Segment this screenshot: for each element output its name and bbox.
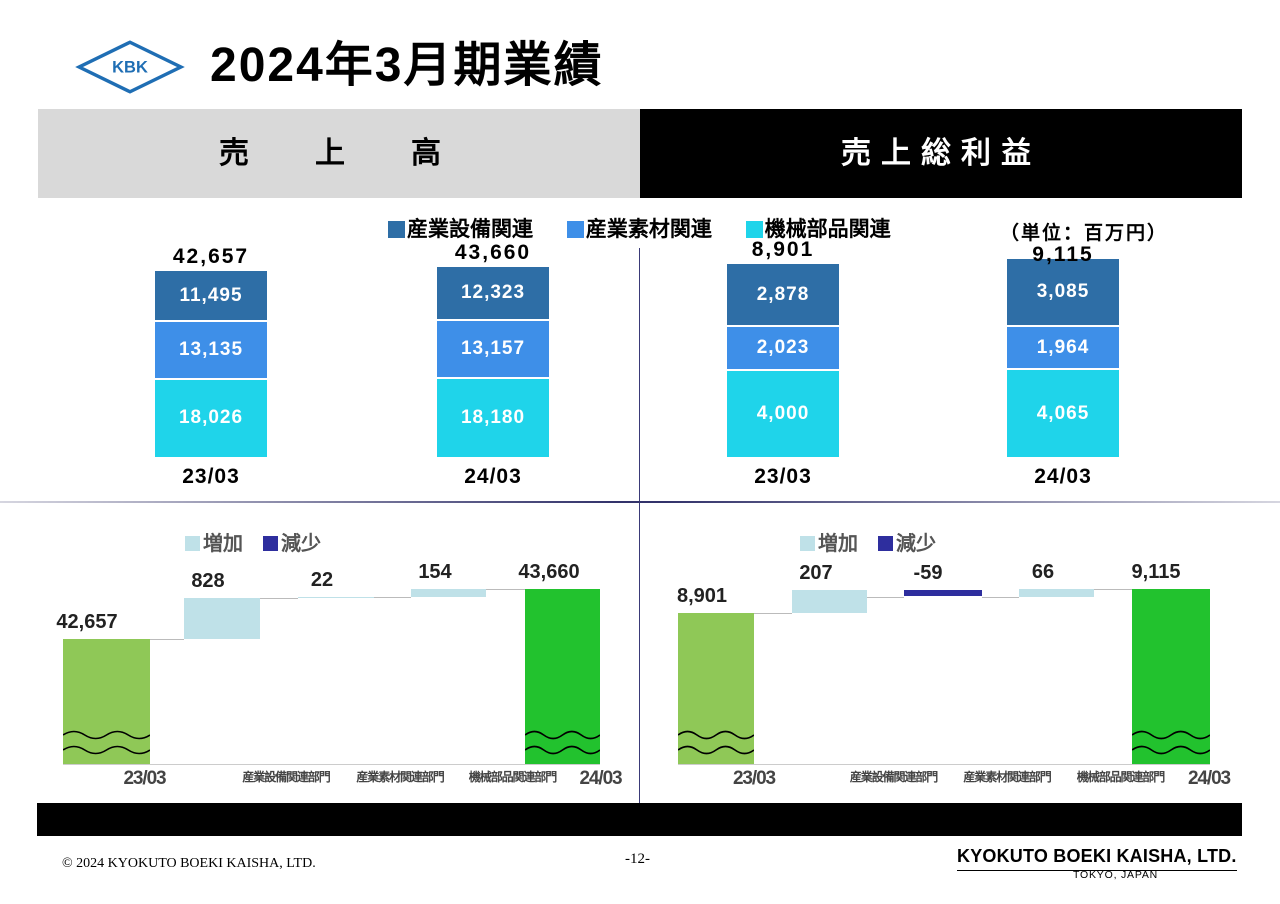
svg-text:KBK: KBK	[112, 59, 148, 77]
